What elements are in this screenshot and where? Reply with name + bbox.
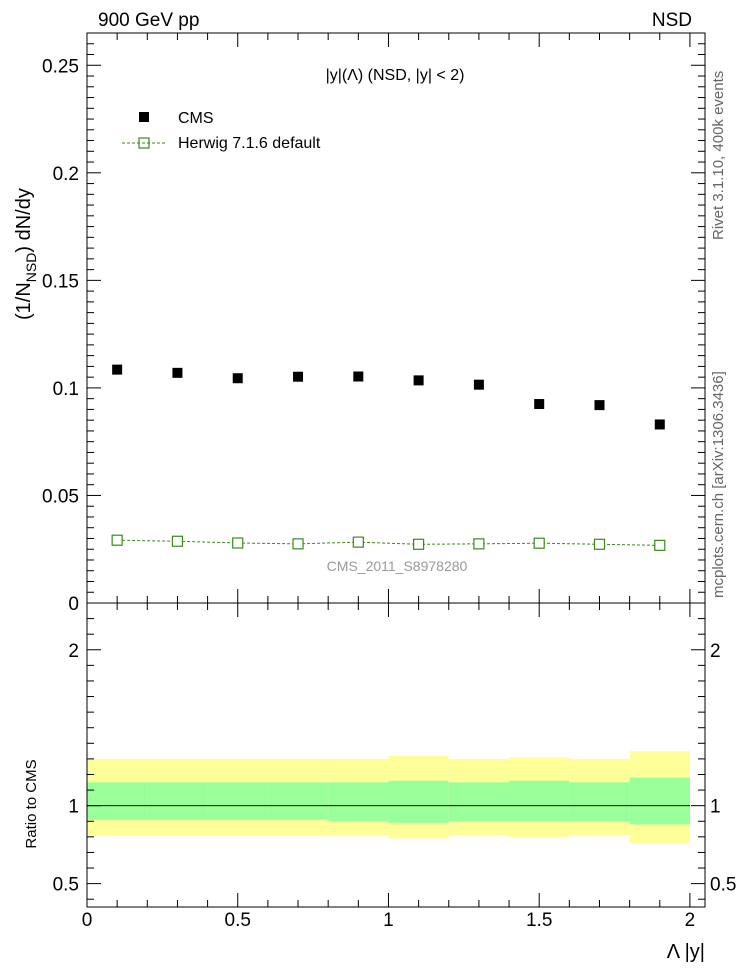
herwig-point-9 [654,539,666,551]
herwig-point-5 [413,538,425,550]
ratio-inner-band-3 [267,782,329,820]
ratio-inner-band-6 [448,782,510,822]
x-tick-label-0: 0 [82,910,93,931]
ratio-inner-band-2 [207,782,268,820]
header-left-label: 900 GeV pp [98,10,199,31]
main-y-axis-label: (1/NNSD) dN/dy [13,188,39,320]
cms-point-6 [473,379,484,390]
ratio-plot-frame [86,602,706,908]
x-tick-label-1: 0.5 [225,910,251,931]
analysis-watermark: CMS_2011_S8978280 [327,558,468,574]
herwig-point-4 [352,536,364,548]
ratio-y-tick-label-right-2: 2 [710,641,721,662]
main-y-tick-label-2: 0.1 [53,379,79,400]
cms-point-8 [594,400,605,411]
cms-series-points [112,364,665,430]
x-tick-label-3: 1.5 [526,910,552,931]
cms-point-5 [413,375,424,386]
ratio-inner-band-8 [569,782,630,822]
x-tick-label-4: 2 [685,910,696,931]
rivet-side-label: Rivet 3.1.10, 400k events [710,71,727,240]
herwig-point-1 [171,535,184,547]
herwig-point-2 [232,537,244,549]
ratio-inner-band-9 [629,777,690,825]
cms-point-2 [232,373,243,384]
ratio-inner-band-7 [509,780,570,822]
ratio-inner-band-0 [87,782,148,820]
main-y-tick-label-3: 0.15 [42,271,79,292]
herwig-series-line [117,539,660,546]
main-y-tick-label-5: 0.25 [42,56,79,77]
ylabel-subscript: NSD [23,253,39,283]
legend-marker-herwig [138,137,150,149]
axis-tick-labels: 0 0.5 1 1.5 200.050.10.150.20.250.5 0.51 12 2 [42,56,736,931]
main-plot-title: |y|(Λ) (NSD, |y| < 2) [326,67,465,84]
cms-point-9 [654,419,665,430]
ratio-y-axis-label: Ratio to CMS [23,759,40,848]
ylabel-part-2: ) dN/dy [13,188,35,252]
cms-point-7 [534,399,545,410]
cms-point-4 [353,371,364,382]
ratio-inner-band-5 [388,780,449,823]
main-y-tick-label-4: 0.2 [53,164,79,185]
herwig-series-points [111,534,666,551]
x-axis-label: Λ |y| [667,941,705,963]
legend: CMS Herwig 7.1.6 default [122,110,321,152]
herwig-point-8 [593,538,606,550]
ratio-y-tick-label-left-2: 2 [68,641,79,662]
cms-point-3 [293,371,304,382]
herwig-point-0 [111,534,123,546]
cms-point-1 [172,367,183,378]
herwig-point-7 [533,537,545,549]
main-y-tick-label-1: 0.05 [42,486,79,507]
ratio-inner-band-4 [328,782,389,822]
ylabel-part-1: (1/N [13,282,35,320]
header-right-label: NSD [652,10,692,31]
ratio-inner-band-1 [147,782,208,820]
legend-marker-cms [139,112,149,122]
legend-label-herwig: Herwig 7.1.6 default [178,135,321,152]
ratio-y-tick-label-left-1: 1 [68,797,79,818]
main-y-tick-label-0: 0 [68,594,79,615]
ratio-y-tick-label-right-0: 0.5 [710,875,736,896]
legend-label-cms: CMS [178,110,214,127]
ratio-y-tick-label-left-0: 0.5 [53,875,79,896]
cms-point-0 [112,364,123,375]
x-tick-label-2: 1 [383,910,394,931]
ratio-bands [87,751,690,844]
ratio-y-tick-label-right-1: 1 [710,797,721,818]
herwig-point-6 [473,538,485,550]
mcplots-side-label: mcplots.cern.ch [arXiv:1306.3436] [710,371,727,598]
axis-ticks [86,33,705,907]
herwig-point-3 [292,538,304,550]
